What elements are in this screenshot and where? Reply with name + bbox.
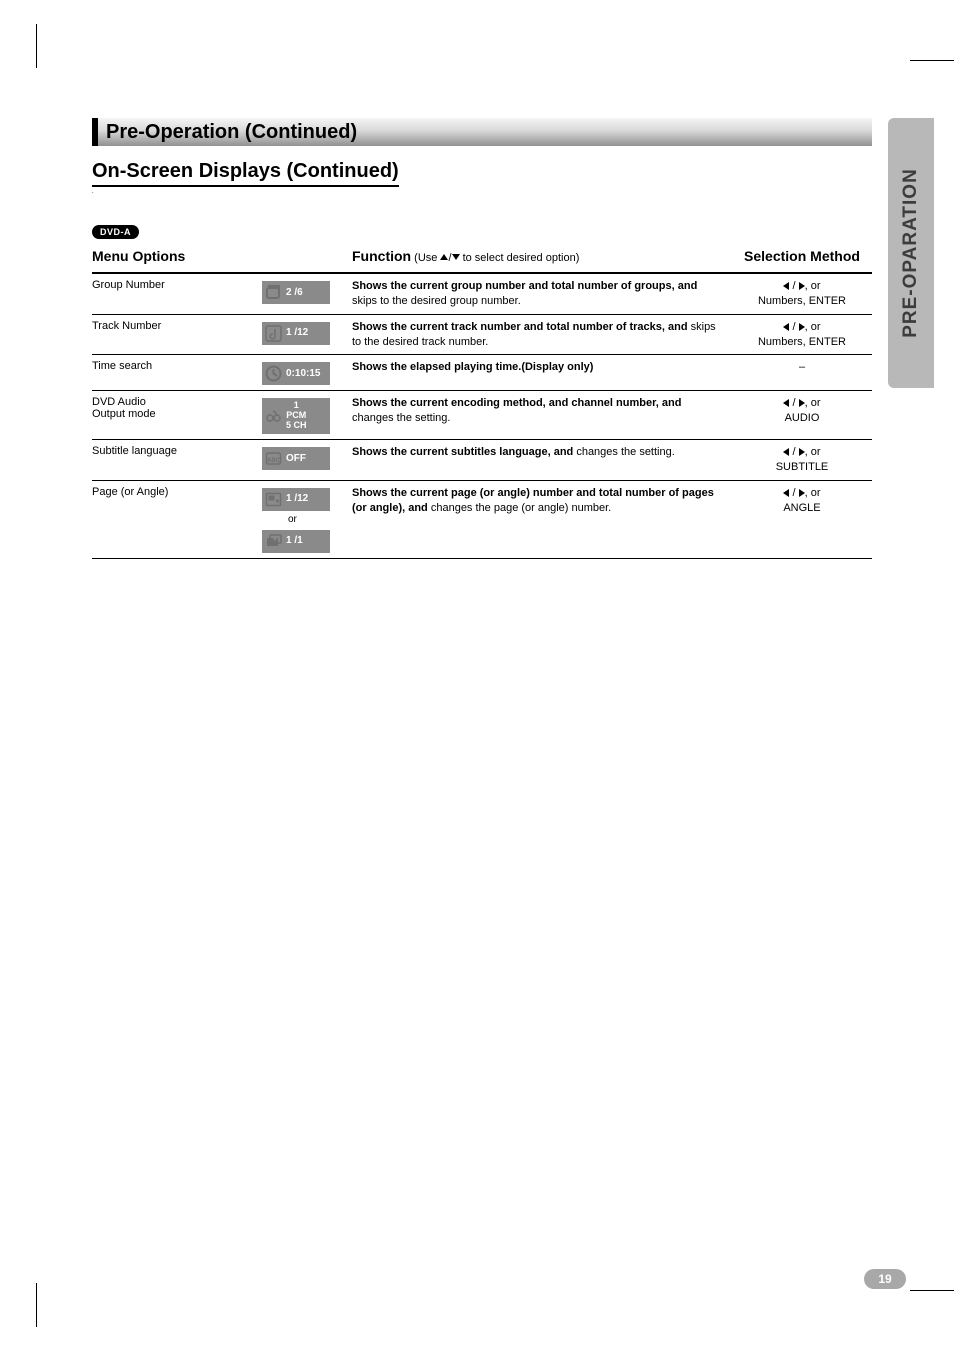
side-tab-label: PRE-OPARATION (900, 168, 922, 338)
right-icon (799, 282, 805, 290)
hdr-hint-post: to select desired option) (460, 252, 580, 264)
function-text: Shows the current subtitles language, an… (352, 445, 722, 460)
osd-icon-track: 1 /12 (262, 322, 330, 345)
page-number-pill: 19 (864, 1269, 906, 1289)
right-icon (799, 399, 805, 407)
angle-icon (265, 533, 282, 550)
table-row: Page (or Angle) 1 /12 or 1 /1 Shows the … (92, 481, 872, 559)
left-icon (783, 399, 789, 407)
svg-text:ABC: ABC (267, 458, 281, 464)
left-icon (783, 489, 789, 497)
menu-label: Group Number (92, 279, 262, 291)
crop-mark (910, 1290, 954, 1291)
side-tab: PRE-OPARATION (888, 118, 934, 388)
icon-text: 1 /12 (286, 328, 308, 338)
osd-icon-box границ elijkeaudio: 1PCM5 CH (262, 398, 330, 434)
hdr-function: Function (352, 248, 411, 264)
icon-text: 1PCM5 CH (286, 401, 307, 431)
table-row: DVD AudioOutput mode 1PCM5 CH Shows the … (92, 391, 872, 440)
selection-text: – (732, 360, 872, 375)
page-number: 19 (878, 1272, 891, 1286)
menu-label: DVD AudioOutput mode (92, 396, 262, 420)
selection-text: / , orNumbers, ENTER (732, 320, 872, 350)
crop-mark (36, 1283, 37, 1327)
dot: . (92, 189, 872, 195)
table-row: Subtitle language ABC OFF Shows the curr… (92, 440, 872, 481)
osd-icon-angle: 1 /1 (262, 530, 330, 553)
menu-label: Track Number (92, 320, 262, 332)
osd-icon-subtitle: ABC OFF (262, 447, 330, 470)
page-content: Pre-Operation (Continued) On-Screen Disp… (92, 118, 872, 559)
function-text: Shows the current group number and total… (352, 279, 722, 309)
function-text: Shows the current track number and total… (352, 320, 722, 350)
track-icon (265, 325, 282, 342)
right-icon (799, 489, 805, 497)
section-subtitle: On-Screen Displays (Continued) (92, 160, 399, 187)
group-icon (265, 284, 282, 301)
hdr-hint-pre: (Use (411, 252, 440, 264)
icon-text: 0:10:15 (286, 369, 320, 379)
selection-text: / , orNumbers, ENTER (732, 279, 872, 309)
osd-icon-clock: 0:10:15 (262, 362, 330, 385)
menu-label: Subtitle language (92, 445, 262, 457)
selection-text: / , orSUBTITLE (732, 445, 872, 475)
left-icon (783, 282, 789, 290)
right-icon (799, 448, 805, 456)
table-row: Group Number 2 /6 Shows the current grou… (92, 274, 872, 315)
clock-icon (265, 365, 282, 382)
icon-text: 1 /1 (286, 536, 303, 546)
function-text: Shows the current encoding method, and c… (352, 396, 722, 426)
or-label: or (288, 514, 297, 525)
icon-text: OFF (286, 454, 306, 464)
section-title: Pre-Operation (Continued) (106, 121, 357, 144)
rows-container: Group Number 2 /6 Shows the current grou… (92, 274, 872, 559)
hdr-menu: Menu Options (92, 248, 185, 264)
selection-text: / , orANGLE (732, 486, 872, 516)
down-icon (452, 254, 460, 260)
dvda-pill: DVD-A (92, 225, 139, 239)
page-icon (265, 491, 282, 508)
table-header-row: Menu Options Function (Use / to select d… (92, 244, 872, 274)
subtitle-icon: ABC (265, 450, 282, 467)
osd-icon-page: 1 /12 (262, 488, 330, 511)
left-icon (783, 448, 789, 456)
hdr-selection: Selection Method (744, 248, 860, 264)
table-row: Track Number 1 /12 Shows the current tra… (92, 315, 872, 356)
audio-icon (265, 408, 282, 425)
selection-text: / , orAUDIO (732, 396, 872, 426)
left-icon (783, 323, 789, 331)
osd-icon-group: 2 /6 (262, 281, 330, 304)
right-icon (799, 323, 805, 331)
function-text: Shows the elapsed playing time.(Display … (352, 360, 722, 375)
crop-mark (910, 60, 954, 61)
menu-label: Time search (92, 360, 262, 372)
menu-label: Page (or Angle) (92, 486, 262, 498)
icon-text: 1 /12 (286, 494, 308, 504)
crop-mark (36, 24, 37, 68)
icon-text: 2 /6 (286, 288, 303, 298)
function-text: Shows the current page (or angle) number… (352, 486, 722, 516)
section-banner: Pre-Operation (Continued) (92, 118, 872, 146)
table-row: Time search 0:10:15 Shows the elapsed pl… (92, 355, 872, 391)
